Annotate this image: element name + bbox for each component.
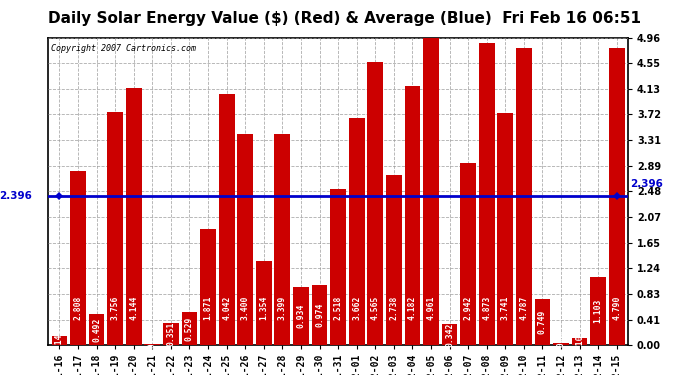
Text: 0.934: 0.934 (297, 304, 306, 328)
Text: 3.756: 3.756 (110, 296, 119, 320)
Text: 2.808: 2.808 (74, 296, 83, 320)
Text: 3.662: 3.662 (352, 296, 361, 320)
Bar (144, 344, 160, 345)
Text: 4.787: 4.787 (520, 296, 529, 320)
Text: 0.143: 0.143 (55, 328, 64, 353)
Text: 3.399: 3.399 (278, 296, 287, 320)
Text: 4.182: 4.182 (408, 296, 417, 320)
Text: Daily Solar Energy Value ($) (Red) & Average (Blue)  Fri Feb 16 06:51: Daily Solar Energy Value ($) (Red) & Ave… (48, 11, 642, 26)
Text: 2.942: 2.942 (464, 296, 473, 320)
Bar (237, 134, 253, 345)
Text: 1.103: 1.103 (593, 298, 602, 323)
Bar (572, 339, 587, 345)
Text: 0.014: 0.014 (148, 332, 157, 357)
Text: 2.518: 2.518 (333, 296, 343, 320)
Bar (126, 88, 141, 345)
Bar (404, 86, 420, 345)
Bar (200, 229, 216, 345)
Bar (460, 163, 476, 345)
Bar (219, 94, 235, 345)
Text: 4.565: 4.565 (371, 296, 380, 320)
Bar (293, 287, 309, 345)
Bar (535, 298, 551, 345)
Text: 0.974: 0.974 (315, 303, 324, 327)
Text: 0.529: 0.529 (185, 316, 194, 341)
Text: Copyright 2007 Cartronics.com: Copyright 2007 Cartronics.com (51, 44, 196, 52)
Text: 4.144: 4.144 (129, 296, 138, 320)
Bar (479, 43, 495, 345)
Bar (312, 285, 328, 345)
Text: 2.738: 2.738 (389, 296, 398, 320)
Bar (256, 261, 272, 345)
Text: 3.400: 3.400 (241, 296, 250, 320)
Text: 4.873: 4.873 (482, 296, 491, 320)
Text: 1.354: 1.354 (259, 296, 268, 320)
Text: 0.342: 0.342 (445, 322, 454, 346)
Text: 2.396: 2.396 (630, 179, 662, 189)
Text: 0.351: 0.351 (166, 322, 175, 346)
Bar (423, 38, 439, 345)
Bar (181, 312, 197, 345)
Text: 4.042: 4.042 (222, 296, 231, 320)
Text: 4.790: 4.790 (612, 296, 621, 320)
Bar (348, 118, 364, 345)
Bar (367, 62, 383, 345)
Bar (386, 175, 402, 345)
Text: 3.741: 3.741 (501, 296, 510, 320)
Text: 4.961: 4.961 (426, 296, 435, 320)
Bar (553, 343, 569, 345)
Text: 1.871: 1.871 (204, 296, 213, 320)
Bar (52, 336, 68, 345)
Text: 0.749: 0.749 (538, 310, 547, 334)
Bar (609, 48, 624, 345)
Bar (497, 113, 513, 345)
Bar (590, 277, 606, 345)
Bar (70, 171, 86, 345)
Bar (163, 323, 179, 345)
Text: 0.036: 0.036 (557, 332, 566, 356)
Bar (89, 315, 104, 345)
Text: 2.396: 2.396 (0, 192, 32, 201)
Bar (275, 134, 290, 345)
Bar (442, 324, 457, 345)
Text: 0.492: 0.492 (92, 318, 101, 342)
Bar (331, 189, 346, 345)
Text: 0.105: 0.105 (575, 330, 584, 354)
Bar (107, 112, 123, 345)
Bar (516, 48, 532, 345)
